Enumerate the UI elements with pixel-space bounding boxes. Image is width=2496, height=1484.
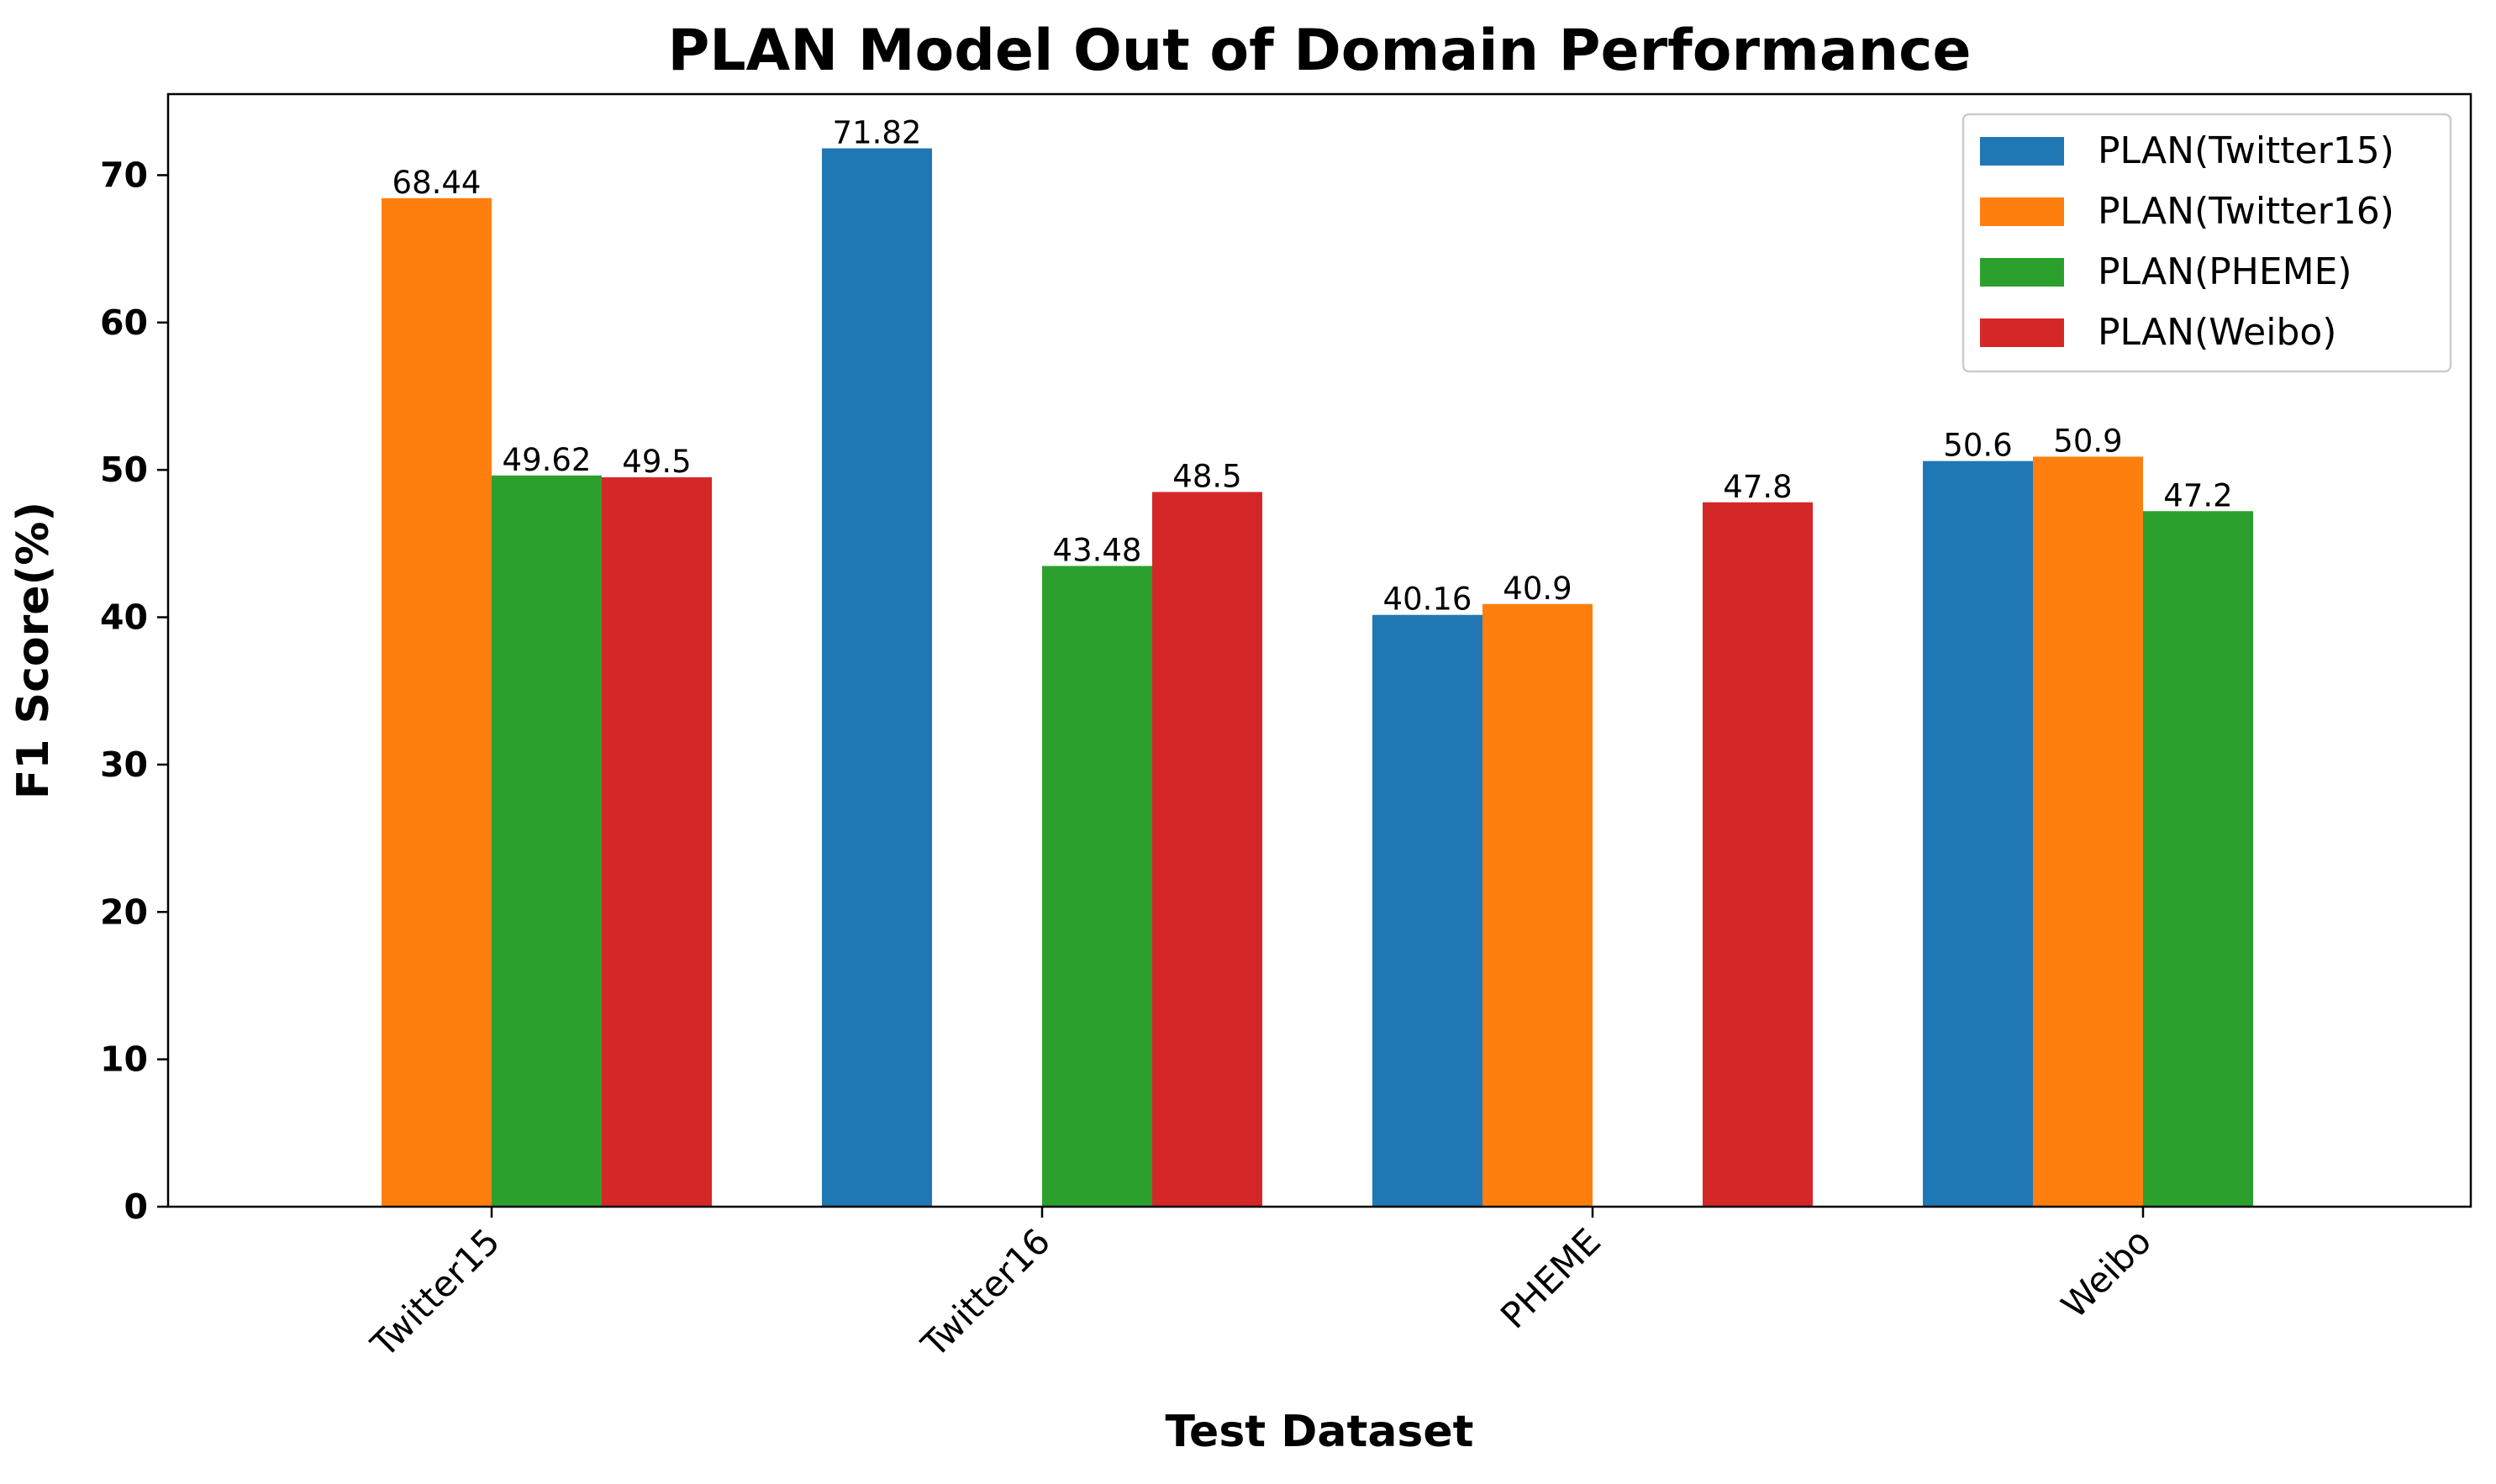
data-label: 43.48 xyxy=(1053,533,1142,569)
y-tick-label: 0 xyxy=(124,1187,148,1227)
bar-pheme-1 xyxy=(1372,614,1482,1207)
bar-twitter16-1 xyxy=(822,148,932,1207)
x-tick-label: Twitter15 xyxy=(362,1220,508,1366)
data-label: 50.9 xyxy=(2053,423,2122,459)
bar-twitter15-3 xyxy=(492,475,602,1207)
y-tick-label: 40 xyxy=(100,597,148,638)
data-labels-layer: 71.82 40.16 50.6 68.44 40.9 50.9 49.62 43.48 47.… xyxy=(392,115,2233,618)
legend-swatch xyxy=(1980,318,2064,347)
y-tick-label: 60 xyxy=(100,303,148,343)
bar-pheme-4 xyxy=(1703,502,1813,1207)
bars-layer xyxy=(382,148,2253,1208)
x-axis: Twitter15 Twitter16 PHEME Weibo xyxy=(362,1207,2159,1366)
y-tick-label: 20 xyxy=(100,892,148,932)
bar-twitter15-2 xyxy=(382,197,492,1208)
data-label: 71.82 xyxy=(833,115,922,151)
bar-weibo-2 xyxy=(2033,456,2143,1207)
data-label: 40.9 xyxy=(1503,571,1572,607)
data-label: 68.44 xyxy=(392,165,482,201)
data-label: 49.5 xyxy=(622,444,691,480)
x-tick-label: Weibo xyxy=(2053,1220,2159,1326)
data-label: 50.6 xyxy=(1943,428,2012,464)
bar-twitter15-4 xyxy=(602,476,712,1207)
legend-entry: PLAN(Twitter15) xyxy=(2098,129,2394,172)
bar-twitter16-3 xyxy=(1042,566,1152,1207)
legend-entry: PLAN(Twitter16) xyxy=(2098,190,2394,233)
data-label: 48.5 xyxy=(1172,458,1241,494)
legend-swatch xyxy=(1980,258,2064,287)
x-tick-label: Twitter16 xyxy=(913,1220,1058,1366)
data-label: 40.16 xyxy=(1383,581,1472,618)
legend: PLAN(Twitter15) PLAN(Twitter16) PLAN(PHEME… xyxy=(1962,113,2452,373)
y-tick-label: 10 xyxy=(100,1039,148,1080)
legend-box xyxy=(1962,113,2452,373)
legend-swatch xyxy=(1980,197,2064,226)
x-axis-label: Test Dataset xyxy=(1165,1407,1473,1457)
bar-weibo-1 xyxy=(1923,460,2033,1207)
chart-title: PLAN Model Out of Domain Performance xyxy=(667,18,1971,84)
bar-weibo-3 xyxy=(2143,511,2253,1207)
data-label: 47.8 xyxy=(1723,469,1792,505)
legend-swatch xyxy=(1980,137,2064,166)
x-tick-label: PHEME xyxy=(1493,1220,1609,1336)
legend-entry: PLAN(PHEME) xyxy=(2098,250,2352,293)
legend-entry: PLAN(Weibo) xyxy=(2098,311,2336,354)
y-axis-label: F1 Score(%) xyxy=(8,502,59,799)
data-label: 49.62 xyxy=(503,442,592,478)
plot-frame xyxy=(166,92,2472,1208)
bar-pheme-2 xyxy=(1482,603,1593,1207)
y-axis: 0 10 20 30 40 50 60 70 xyxy=(100,155,168,1227)
y-tick-label: 70 xyxy=(100,155,148,195)
y-tick-label: 50 xyxy=(100,450,148,490)
y-tick-label: 30 xyxy=(100,745,148,785)
bar-twitter16-4 xyxy=(1152,492,1262,1207)
data-label: 47.2 xyxy=(2163,477,2232,513)
